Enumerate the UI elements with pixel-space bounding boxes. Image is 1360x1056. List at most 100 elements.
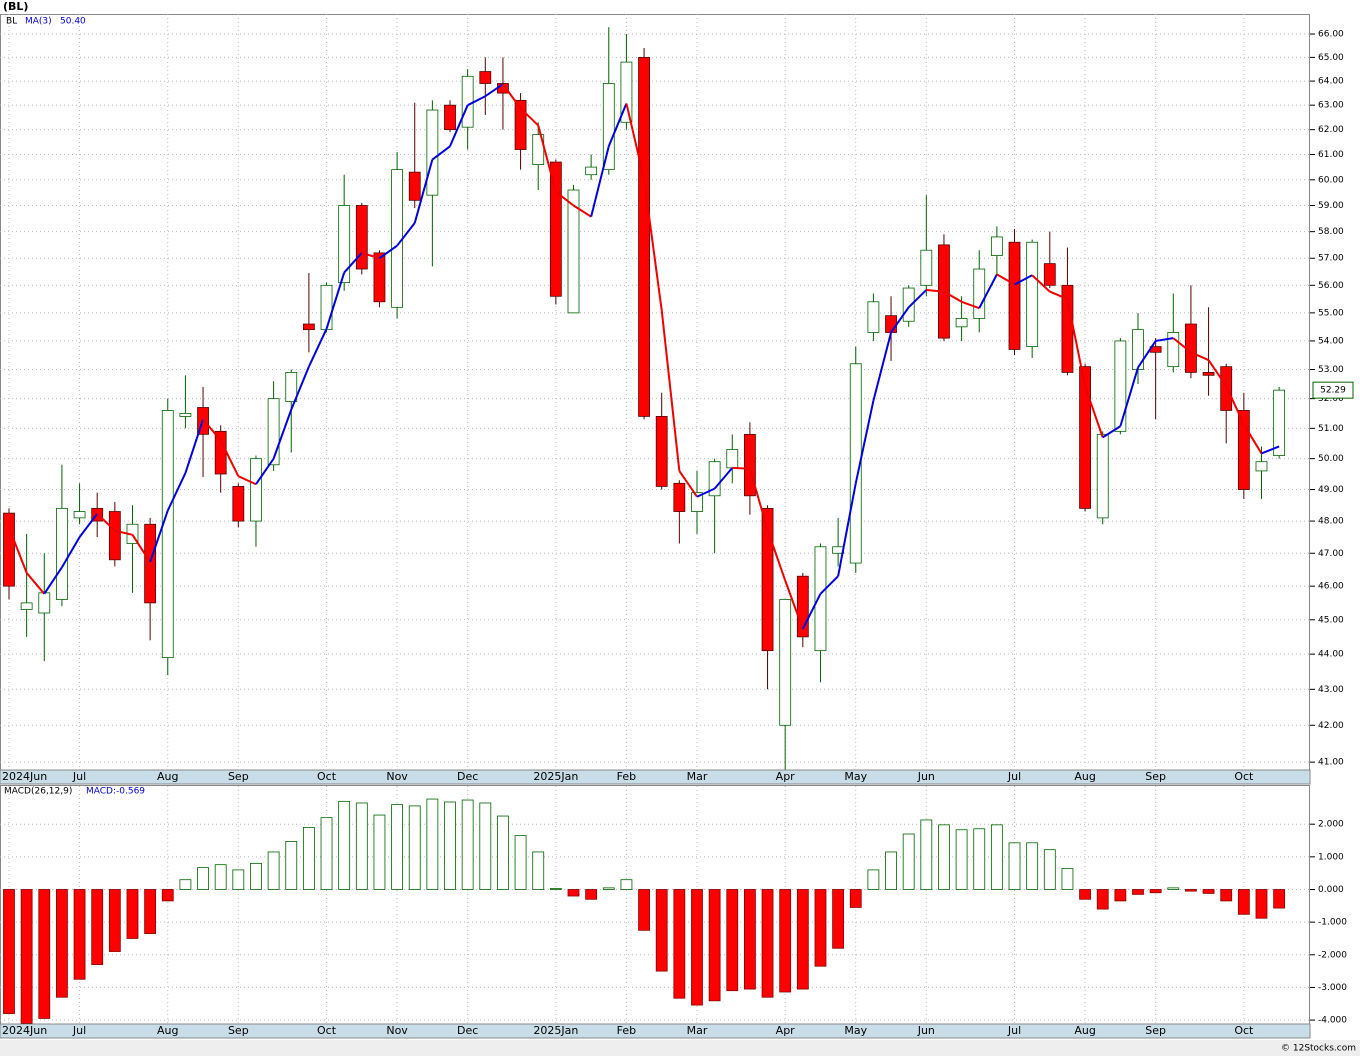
macd-bar: [320, 817, 333, 890]
ma-segment: [890, 306, 910, 334]
ma-segment: [96, 513, 116, 532]
macd-bar: [514, 835, 527, 890]
macd-bar: [1237, 889, 1250, 915]
macd-bar: [849, 889, 862, 908]
y-tick-label: 47.00: [1318, 549, 1344, 559]
macd-bar: [761, 889, 774, 998]
header: (BL): [3, 0, 28, 13]
macd-bar: [3, 889, 15, 1014]
y-tick-label: 45.00: [1318, 615, 1344, 625]
y-tick-label: 56.00: [1318, 281, 1344, 291]
ma-segment: [607, 103, 628, 147]
ma-segment: [1242, 423, 1263, 454]
date-strip: [0, 1023, 1311, 1039]
ma-segment: [625, 103, 646, 180]
x-tick-label: 2024Jun: [2, 1024, 47, 1037]
x-tick-label: Jun: [917, 770, 935, 783]
macd-bar: [938, 824, 950, 890]
y-tick-label: 0.000: [1318, 885, 1344, 895]
ma-segment: [219, 439, 240, 477]
macd-bar: [885, 851, 897, 890]
macd-bar: [267, 851, 280, 890]
ma-segment: [996, 273, 1016, 286]
macd-bar: [479, 802, 492, 890]
candle-body: [1114, 340, 1127, 432]
candle-body: [1202, 372, 1215, 376]
candle-body: [1167, 332, 1180, 368]
candle-body: [214, 430, 227, 475]
macd-bar: [250, 862, 262, 890]
x-tick-label: Oct: [317, 770, 337, 783]
candle-body: [885, 315, 897, 333]
candle-body: [302, 323, 315, 331]
ma-segment: [1049, 290, 1068, 300]
ma-segment: [325, 272, 346, 330]
y-tick-label: 44.00: [1318, 650, 1344, 660]
y-tick-label: 1.000: [1318, 852, 1344, 862]
y-tick-label: 42.00: [1318, 721, 1344, 731]
ma-segment: [467, 95, 486, 107]
price-tag: [1312, 381, 1354, 399]
candle-body: [373, 252, 386, 303]
x-tick-label: Aug: [1074, 1024, 1095, 1037]
y-tick-label: 48.00: [1318, 517, 1344, 527]
macd-bar: [902, 833, 915, 890]
y-tick-label: 59.00: [1318, 201, 1344, 211]
ma-segment: [272, 409, 293, 459]
ma-segment: [837, 483, 857, 577]
y-tick-label: 54.00: [1318, 336, 1344, 346]
candle-body: [1255, 461, 1268, 472]
y-tick-label: 58.00: [1318, 227, 1344, 237]
candle-body: [267, 398, 280, 466]
macd-bar: [691, 889, 703, 1006]
macd-title: MACD(26,12,9): [4, 787, 72, 797]
ma-segment: [290, 366, 310, 410]
macd-bar: [814, 889, 827, 967]
y-tick-label: 61.00: [1318, 150, 1344, 160]
y-tick-label: 57.00: [1318, 254, 1344, 264]
ma-segment: [643, 178, 663, 311]
ma-segment: [307, 328, 328, 368]
y-tick-label: -4.000: [1318, 1016, 1347, 1026]
candle-body: [1043, 263, 1056, 286]
macd-bar: [655, 889, 668, 972]
candle-body: [849, 363, 862, 564]
macd-bar: [497, 815, 509, 890]
ma-segment: [431, 145, 451, 161]
macd-bar: [20, 889, 33, 1024]
macd-bar: [1220, 889, 1233, 902]
y-tick-label: 62.00: [1318, 125, 1344, 135]
macd-bar: [726, 889, 739, 992]
ma-segment: [8, 527, 28, 574]
candle-body: [408, 171, 421, 201]
ma-segment: [537, 125, 557, 193]
ma-segment: [343, 252, 363, 274]
y-tick-label: 66.00: [1318, 30, 1344, 40]
macd-bar: [532, 851, 545, 890]
macd-bar: [108, 889, 121, 952]
macd-bar: [620, 879, 633, 890]
macd-bar: [1114, 889, 1127, 902]
candle-body: [232, 486, 245, 522]
x-tick-label: 2025Jan: [533, 770, 578, 783]
macd-bar: [214, 864, 227, 890]
candle-body: [655, 416, 668, 487]
ma-segment: [413, 159, 434, 224]
ma-segment: [784, 580, 804, 630]
ma-segment: [1261, 445, 1280, 455]
candle-body: [20, 602, 33, 611]
macd-bar: [161, 889, 174, 902]
x-tick-label: Jun: [917, 1024, 935, 1037]
x-tick-label: Nov: [386, 770, 408, 783]
ma-segment: [184, 419, 204, 474]
macd-legend: MACD:-0.569: [86, 787, 145, 797]
candle-body: [902, 287, 915, 322]
macd-bar: [1061, 868, 1074, 890]
macd-panel: [0, 785, 1310, 1025]
candle-body: [1026, 241, 1039, 348]
candle-body: [602, 83, 615, 171]
x-tick-label: Oct: [317, 1024, 337, 1037]
x-tick-label: Apr: [776, 770, 796, 783]
candle-body: [426, 109, 439, 196]
candle-body: [585, 166, 598, 176]
